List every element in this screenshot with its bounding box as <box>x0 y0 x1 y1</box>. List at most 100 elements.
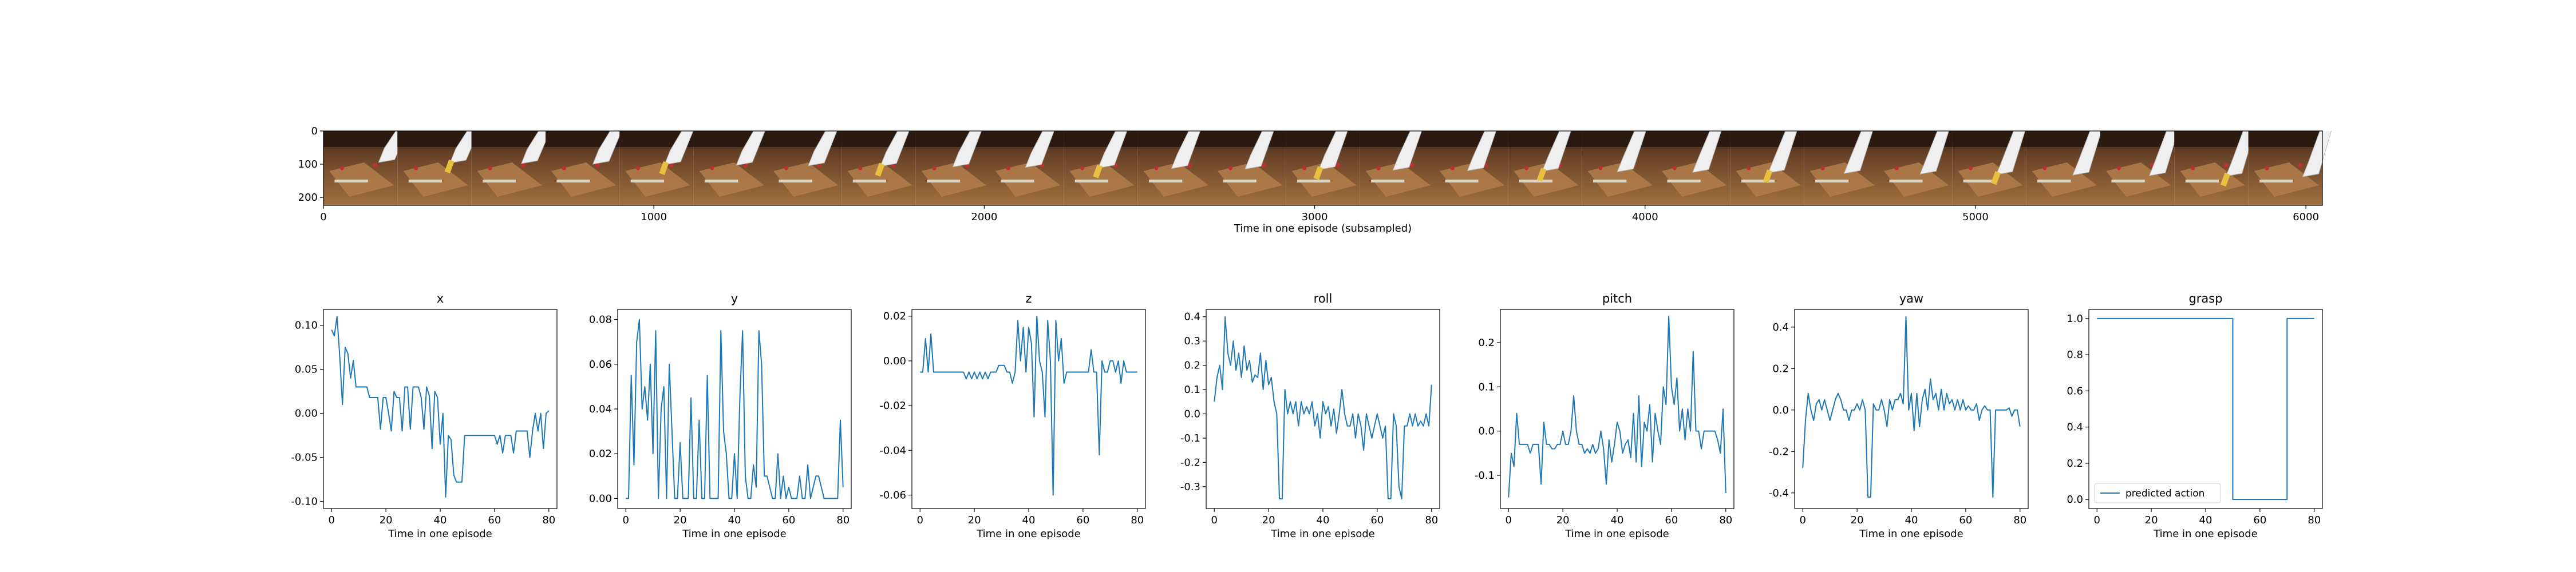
x-tick-label: 60 <box>1076 514 1089 526</box>
y-tick-label: 0 <box>311 125 318 137</box>
y-tick-label: 0.0 <box>1478 426 1495 438</box>
y-tick-label: 0.3 <box>1184 335 1200 347</box>
y-tick-label: 0.6 <box>2067 385 2083 397</box>
x-tick-label: 5000 <box>1962 211 1989 223</box>
camera-frame <box>768 130 842 205</box>
series-line <box>331 316 550 498</box>
chart-title: grasp <box>2188 292 2222 305</box>
camera-frame <box>1804 130 1878 205</box>
x-tick-label: 0 <box>1211 514 1218 526</box>
chart-z: z 0 20 40 60 80 -0.06 -0.04 -0.02 0.00 0.02 Time in… <box>879 292 1146 540</box>
y-tick-label: 0.00 <box>589 492 612 505</box>
filmstrip-frame <box>323 130 2323 206</box>
y-tick-label: -0.1 <box>1475 470 1495 482</box>
y-tick-label: 0.00 <box>883 355 906 367</box>
y-tick-label: 0.06 <box>589 359 612 371</box>
y-tick-label: 0.4 <box>1184 311 1200 323</box>
chart-xlabel: Time in one episode <box>388 528 492 540</box>
y-tick-label: 0.02 <box>883 311 906 323</box>
chart-title: pitch <box>1602 292 1632 305</box>
x-tick-label: 80 <box>2013 514 2026 526</box>
x-tick-label: 80 <box>836 514 850 526</box>
x-tick-label: 60 <box>1665 514 1678 526</box>
camera-frame <box>1582 130 1656 205</box>
chart-x: x 0 20 40 60 80 -0.10 -0.05 0.00 0.05 0.10 Time in … <box>291 292 558 540</box>
series-line <box>1802 316 2021 498</box>
camera-frame <box>323 130 408 205</box>
chart-grasp: grasp 0 20 40 60 80 0.0 0.2 0.4 0.6 0.8 1.0 Time in … <box>2067 292 2323 540</box>
y-tick-label: 0.04 <box>589 403 612 415</box>
camera-frame <box>1878 130 1953 205</box>
x-tick-label: 80 <box>2308 514 2321 526</box>
x-tick-label: 40 <box>728 514 741 526</box>
x-tick-label: 20 <box>1851 514 1864 526</box>
x-tick-label: 80 <box>1425 514 1438 526</box>
series-line <box>2097 317 2314 500</box>
x-tick-label: 80 <box>1719 514 1732 526</box>
x-tick-label: 0 <box>320 211 326 223</box>
x-tick-label: 1000 <box>641 211 667 223</box>
y-tick-label: -0.10 <box>291 496 318 508</box>
camera-frame <box>1952 130 2026 205</box>
x-tick-label: 20 <box>380 514 393 526</box>
y-tick-label: 0.1 <box>1184 384 1200 396</box>
x-tick-label: 40 <box>1905 514 1918 526</box>
y-tick-label: 0.0 <box>1772 404 1789 416</box>
x-tick-label: 4000 <box>1632 211 1658 223</box>
x-tick-label: 20 <box>2145 514 2158 526</box>
chart-xlabel: Time in one episode <box>1270 528 1375 540</box>
camera-frame <box>619 130 694 205</box>
chart-title: z <box>1025 292 1032 305</box>
x-tick-label: 60 <box>1959 514 1972 526</box>
x-tick-label: 40 <box>1317 514 1330 526</box>
x-tick-label: 3000 <box>1302 211 1328 223</box>
x-tick-label: 20 <box>968 514 981 526</box>
chart-xlabel: Time in one episode <box>2153 528 2258 540</box>
camera-frame <box>471 130 551 205</box>
y-tick-label: 0.2 <box>1478 337 1495 349</box>
y-tick-label: 0.08 <box>589 314 612 326</box>
series-line <box>1508 315 1726 498</box>
axes-frame <box>911 309 1146 509</box>
x-tick-label: 60 <box>782 514 795 526</box>
x-tick-label: 20 <box>674 514 687 526</box>
x-tick-label: 0 <box>1506 514 1512 526</box>
camera-frame <box>2100 130 2179 205</box>
x-tick-label: 6000 <box>2293 211 2319 223</box>
y-tick-label: 0.8 <box>2067 349 2083 361</box>
y-tick-label: 0.2 <box>2067 458 2083 470</box>
y-tick-label: 0.4 <box>1772 321 1789 333</box>
x-tick-label: 60 <box>2253 514 2266 526</box>
y-tick-label: -0.02 <box>879 400 906 412</box>
y-tick-label: 0.02 <box>589 448 612 460</box>
camera-frame <box>1137 130 1212 205</box>
camera-frame <box>1656 130 1730 205</box>
legend-label: predicted action <box>2125 488 2204 499</box>
chart-xlabel: Time in one episode <box>682 528 787 540</box>
x-tick-label: 60 <box>488 514 501 526</box>
chart-xlabel: Time in one episode <box>1859 528 1963 540</box>
camera-frame <box>841 130 916 205</box>
axes-frame <box>323 309 558 509</box>
filmstrip-xlabel: Time in one episode (subsampled) <box>1234 223 1412 235</box>
y-tick-label: 0.05 <box>295 364 318 376</box>
x-tick-label: 0 <box>917 514 923 526</box>
y-tick-label: 0.0 <box>1184 408 1200 420</box>
chart-roll: roll 0 20 40 60 80 -0.3 -0.2 -0.1 0.0 0.1 0.2 0.3 0.4… <box>1180 292 1440 540</box>
y-tick-label: 0.2 <box>1184 360 1200 372</box>
chart-yaw: yaw 0 20 40 60 80 -0.4 -0.2 0.0 0.2 0.4 Time in one… <box>1769 292 2029 540</box>
x-tick-label: 0 <box>623 514 629 526</box>
chart-pitch: pitch 0 20 40 60 80 -0.1 0.0 0.1 0.2 Time in one e… <box>1475 292 1735 540</box>
camera-frame <box>990 130 1064 205</box>
y-tick-label: -0.04 <box>879 444 906 456</box>
camera-frame <box>1286 130 1360 205</box>
x-tick-label: 0 <box>329 514 335 526</box>
x-tick-label: 40 <box>1611 514 1624 526</box>
series-line <box>626 319 844 499</box>
legend: predicted action <box>2094 483 2221 503</box>
camera-frame <box>2026 130 2102 205</box>
x-tick-label: 80 <box>542 514 555 526</box>
y-tick-label: 0.1 <box>1478 381 1495 393</box>
